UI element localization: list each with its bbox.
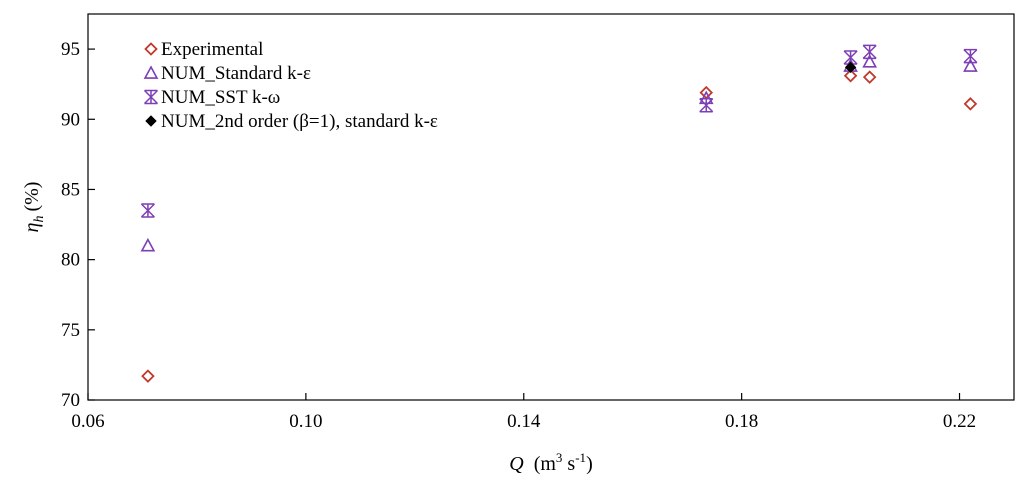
- y-tick-label: 90: [61, 109, 80, 130]
- x-tick-label: 0.06: [71, 411, 104, 432]
- x-tick-label: 0.18: [725, 411, 758, 432]
- legend-label: NUM_2nd order (β=1), standard k-ε: [161, 111, 438, 132]
- data-point-triangle: [963, 58, 978, 72]
- legend: Experimental NUM_Standard k-ε NUM_SST k-ω N…: [143, 39, 438, 132]
- legend-marker: [144, 42, 158, 56]
- y-tick-label: 70: [61, 390, 80, 411]
- data-point-asterisk: [963, 48, 978, 64]
- legend-marker: [143, 65, 159, 79]
- data-point-diamond: [843, 68, 858, 83]
- legend-label: NUM_Standard k-ε: [161, 63, 311, 84]
- y-tick-label: 85: [61, 179, 80, 200]
- y-axis-title: ηh(%): [21, 182, 47, 233]
- data-point-asterisk: [699, 97, 714, 113]
- data-point-diamond: [963, 97, 978, 111]
- data-point-diamond: [141, 369, 155, 383]
- y-tick-label: 75: [61, 320, 80, 341]
- data-point-diamond: [862, 70, 877, 84]
- data-point-triangle: [140, 237, 156, 252]
- legend-marker: [145, 115, 157, 127]
- x-axis-ticks: 0.06 0.10 0.14 0.18 0.22: [71, 393, 976, 432]
- y-tick-label: 95: [61, 39, 80, 60]
- data-point-asterisk: [140, 203, 155, 218]
- x-axis-title: Q (m3 s-1): [509, 450, 592, 475]
- data-point-filled-diamond: [844, 61, 857, 74]
- y-axis-ticks: 70 75 80 85 90 95: [61, 39, 95, 411]
- plot-area: [87, 13, 1015, 401]
- x-tick-label: 0.14: [507, 411, 541, 432]
- data-points: [140, 44, 978, 383]
- x-tick-label: 0.10: [289, 411, 322, 432]
- legend-marker: [143, 89, 159, 105]
- data-point-asterisk: [862, 44, 877, 60]
- x-tick-label: 0.22: [943, 411, 976, 432]
- data-point-asterisk: [843, 50, 858, 65]
- y-tick-label: 80: [61, 250, 80, 271]
- legend-label: NUM_SST k-ω: [161, 87, 280, 108]
- data-point-triangle: [862, 54, 877, 68]
- legend-label: Experimental: [161, 39, 263, 60]
